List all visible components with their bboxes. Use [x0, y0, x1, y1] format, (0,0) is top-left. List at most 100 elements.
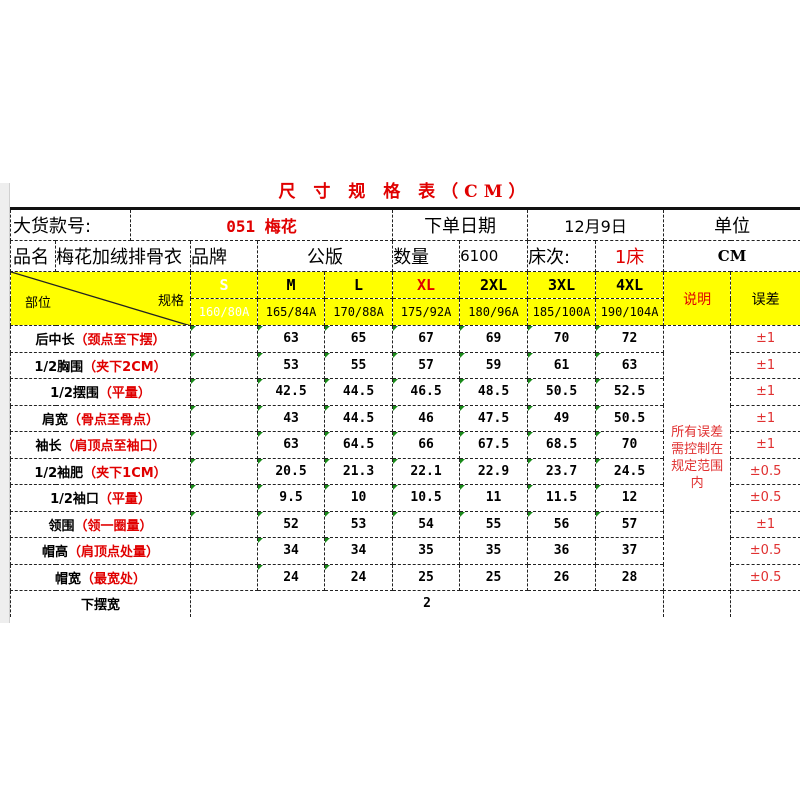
value-cell-2XL[interactable]: 67.5 — [459, 431, 529, 459]
value-cell-S[interactable] — [190, 351, 259, 379]
measurement-label[interactable]: 袖长（肩顶点至袖口） — [9, 431, 192, 459]
value-cell-L[interactable]: 44.5 — [324, 378, 394, 406]
tolerance-cell[interactable]: ±0.5 — [730, 484, 800, 512]
value-cell-XL[interactable]: 54 — [392, 510, 461, 538]
tolerance-cell[interactable]: ±1 — [730, 404, 800, 432]
value-cell-2XL[interactable]: 48.5 — [459, 378, 529, 406]
hem-width-label[interactable]: 下摆宽 — [9, 590, 192, 617]
chest-spec-4XL[interactable]: 190/104A — [595, 298, 665, 326]
value-cell-4XL[interactable]: 24.5 — [595, 457, 665, 485]
style-number-value[interactable]: 051 梅花 — [130, 207, 394, 241]
value-cell-L[interactable]: 24 — [324, 563, 394, 591]
value-cell-3XL[interactable]: 61 — [527, 351, 597, 379]
value-cell-L[interactable]: 34 — [324, 537, 394, 565]
value-cell-XL[interactable]: 46.5 — [392, 378, 461, 406]
value-cell-M[interactable]: 52 — [257, 510, 326, 538]
tolerance-cell[interactable]: ±0.5 — [730, 563, 800, 591]
value-cell-4XL[interactable]: 28 — [595, 563, 665, 591]
size-header-L[interactable]: L — [324, 271, 394, 299]
chest-spec-2XL[interactable]: 180/96A — [459, 298, 529, 326]
value-cell-S[interactable] — [190, 325, 259, 353]
measurement-label[interactable]: 领围（领一圈量） — [9, 510, 192, 538]
chest-spec-3XL[interactable]: 185/100A — [527, 298, 597, 326]
part-spec-diagonal-header[interactable]: 部位 规格 — [9, 271, 192, 326]
value-cell-M[interactable]: 63 — [257, 325, 326, 353]
value-cell-M[interactable]: 42.5 — [257, 378, 326, 406]
measurement-label[interactable]: 1/2胸围（夹下2CM） — [9, 351, 192, 379]
value-cell-S[interactable] — [190, 404, 259, 432]
value-cell-S[interactable] — [190, 510, 259, 538]
hem-width-value[interactable]: 2 — [190, 590, 665, 617]
value-cell-2XL[interactable]: 55 — [459, 510, 529, 538]
value-cell-4XL[interactable]: 12 — [595, 484, 665, 512]
value-cell-XL[interactable]: 22.1 — [392, 457, 461, 485]
value-cell-3XL[interactable]: 56 — [527, 510, 597, 538]
chest-spec-XL[interactable]: 175/92A — [392, 298, 461, 326]
empty-note-cell[interactable] — [663, 590, 732, 617]
tolerance-header[interactable]: 误差 — [730, 271, 800, 326]
tolerance-cell[interactable]: ±0.5 — [730, 537, 800, 565]
value-cell-S[interactable] — [190, 563, 259, 591]
size-header-2XL[interactable]: 2XL — [459, 271, 529, 299]
value-cell-M[interactable]: 9.5 — [257, 484, 326, 512]
quantity-value[interactable]: 6100 — [459, 240, 529, 272]
value-cell-2XL[interactable]: 11 — [459, 484, 529, 512]
value-cell-XL[interactable]: 57 — [392, 351, 461, 379]
value-cell-S[interactable] — [190, 484, 259, 512]
value-cell-XL[interactable]: 46 — [392, 404, 461, 432]
note-header[interactable]: 说明 — [663, 271, 732, 326]
value-cell-3XL[interactable]: 50.5 — [527, 378, 597, 406]
size-header-4XL[interactable]: 4XL — [595, 271, 665, 299]
value-cell-XL[interactable]: 25 — [392, 563, 461, 591]
size-header-S[interactable]: S — [190, 271, 259, 299]
value-cell-M[interactable]: 24 — [257, 563, 326, 591]
size-header-M[interactable]: M — [257, 271, 326, 299]
value-cell-2XL[interactable]: 47.5 — [459, 404, 529, 432]
value-cell-L[interactable]: 10 — [324, 484, 394, 512]
value-cell-4XL[interactable]: 50.5 — [595, 404, 665, 432]
chest-spec-L[interactable]: 170/88A — [324, 298, 394, 326]
value-cell-4XL[interactable]: 63 — [595, 351, 665, 379]
measurement-label[interactable]: 帽宽（最宽处） — [9, 563, 192, 591]
chest-spec-M[interactable]: 165/84A — [257, 298, 326, 326]
value-cell-4XL[interactable]: 57 — [595, 510, 665, 538]
measurement-label[interactable]: 1/2摆围（平量） — [9, 378, 192, 406]
value-cell-XL[interactable]: 10.5 — [392, 484, 461, 512]
size-header-3XL[interactable]: 3XL — [527, 271, 597, 299]
tolerance-cell[interactable]: ±1 — [730, 378, 800, 406]
value-cell-3XL[interactable]: 68.5 — [527, 431, 597, 459]
value-cell-L[interactable]: 44.5 — [324, 404, 394, 432]
value-cell-S[interactable] — [190, 378, 259, 406]
value-cell-4XL[interactable]: 72 — [595, 325, 665, 353]
chest-spec-S[interactable]: 160/80A — [190, 298, 259, 326]
value-cell-3XL[interactable]: 11.5 — [527, 484, 597, 512]
value-cell-4XL[interactable]: 70 — [595, 431, 665, 459]
product-name-label[interactable]: 品名 — [10, 240, 56, 272]
bed-value[interactable]: 1床 — [595, 240, 665, 272]
tolerance-cell[interactable]: ±0.5 — [730, 457, 800, 485]
unit-value[interactable]: CM — [663, 240, 800, 272]
value-cell-XL[interactable]: 67 — [392, 325, 461, 353]
value-cell-3XL[interactable]: 36 — [527, 537, 597, 565]
brand-value[interactable]: 公版 — [257, 240, 394, 272]
brand-label[interactable]: 品牌 — [190, 240, 259, 272]
value-cell-3XL[interactable]: 70 — [527, 325, 597, 353]
value-cell-L[interactable]: 55 — [324, 351, 394, 379]
value-cell-M[interactable]: 53 — [257, 351, 326, 379]
value-cell-2XL[interactable]: 25 — [459, 563, 529, 591]
size-header-XL[interactable]: XL — [392, 271, 461, 299]
value-cell-3XL[interactable]: 26 — [527, 563, 597, 591]
value-cell-XL[interactable]: 35 — [392, 537, 461, 565]
value-cell-3XL[interactable]: 49 — [527, 404, 597, 432]
value-cell-M[interactable]: 43 — [257, 404, 326, 432]
value-cell-L[interactable]: 21.3 — [324, 457, 394, 485]
measurement-label[interactable]: 后中长（颈点至下摆） — [9, 325, 192, 353]
value-cell-2XL[interactable]: 59 — [459, 351, 529, 379]
value-cell-XL[interactable]: 66 — [392, 431, 461, 459]
value-cell-2XL[interactable]: 35 — [459, 537, 529, 565]
empty-tolerance-cell[interactable] — [730, 590, 800, 617]
value-cell-4XL[interactable]: 37 — [595, 537, 665, 565]
value-cell-M[interactable]: 20.5 — [257, 457, 326, 485]
value-cell-2XL[interactable]: 22.9 — [459, 457, 529, 485]
measurement-label[interactable]: 1/2袖口（平量） — [9, 484, 192, 512]
